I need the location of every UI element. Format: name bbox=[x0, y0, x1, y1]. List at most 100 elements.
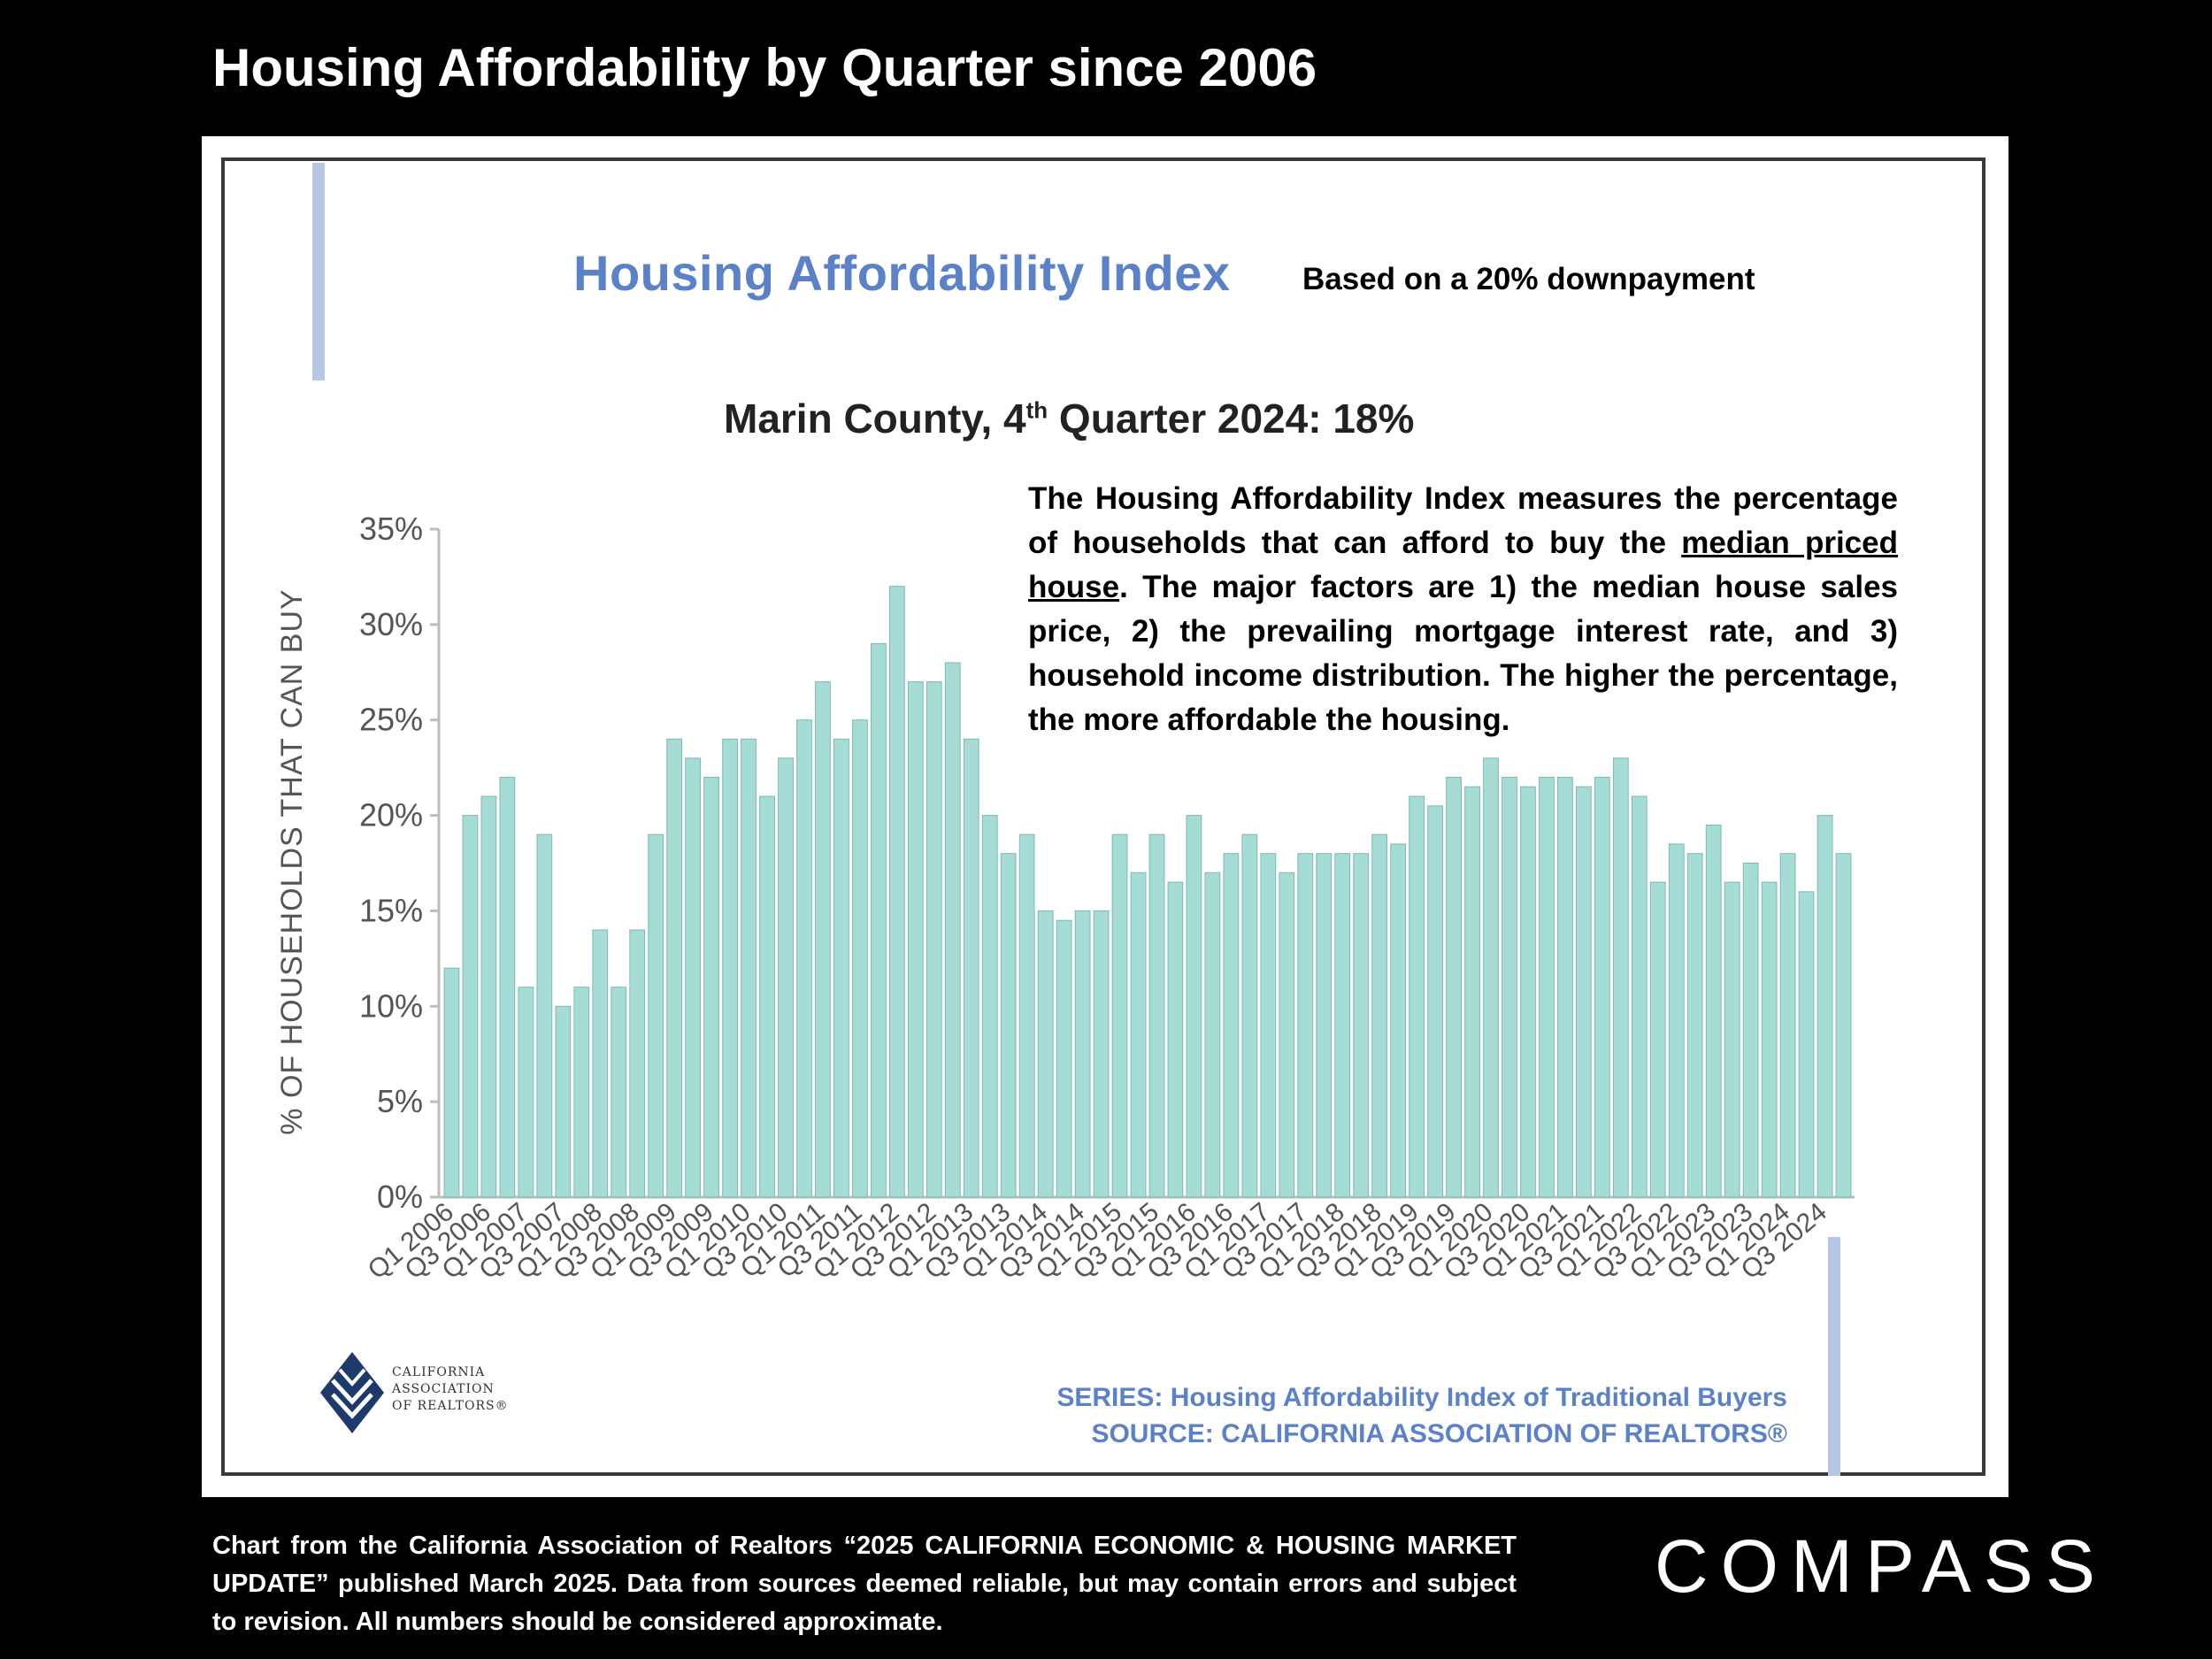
downpayment-note: Based on a 20% downpayment bbox=[1302, 262, 1755, 296]
logo-line-1: CALIFORNIA bbox=[392, 1365, 486, 1379]
bar-chart: 0% 5% 10% 15% 20% 25% 30% 35% % OF HOUSEHOLDS TH… bbox=[275, 511, 1855, 1285]
bar bbox=[536, 833, 553, 1198]
bar bbox=[1204, 872, 1221, 1198]
bar bbox=[1000, 853, 1017, 1198]
bar bbox=[778, 757, 794, 1198]
bar bbox=[1594, 776, 1610, 1198]
y-tick-label: 20% bbox=[359, 797, 423, 833]
accent-bar-top bbox=[312, 163, 325, 380]
bar bbox=[1167, 881, 1184, 1198]
bar bbox=[592, 929, 609, 1198]
bar bbox=[573, 987, 590, 1198]
bar bbox=[443, 967, 460, 1198]
subtitle-main: Marin County, 4 bbox=[724, 396, 1026, 442]
panel-frame bbox=[221, 157, 1985, 1476]
index-description: The Housing Affordability Index measures… bbox=[1028, 477, 1898, 742]
bar bbox=[1074, 910, 1091, 1198]
chart-panel: Housing Affordability Index Based on a 2… bbox=[202, 136, 2008, 1497]
bar bbox=[1520, 786, 1536, 1198]
description-part-1: The Housing Affordability Index measures… bbox=[1028, 481, 1898, 560]
bar bbox=[1037, 910, 1054, 1198]
bar bbox=[1018, 833, 1035, 1198]
bar bbox=[480, 795, 497, 1198]
bar bbox=[722, 738, 738, 1198]
description-part-2: . The major factors are 1) the median ho… bbox=[1028, 570, 1898, 737]
bar bbox=[1056, 919, 1072, 1198]
series-line: SERIES: Housing Affordability Index of T… bbox=[1056, 1383, 1787, 1412]
slide-title: Housing Affordability by Quarter since 2… bbox=[212, 38, 1317, 97]
subtitle-ordinal: th bbox=[1025, 396, 1048, 424]
compass-logo: COMPASS bbox=[1655, 1525, 2108, 1608]
bar bbox=[888, 586, 905, 1198]
y-tick-label: 35% bbox=[359, 511, 423, 547]
bar bbox=[1483, 757, 1499, 1198]
bar bbox=[1371, 833, 1388, 1198]
bar bbox=[462, 815, 479, 1198]
bar bbox=[759, 795, 775, 1198]
bar bbox=[852, 719, 868, 1198]
y-tick-label: 30% bbox=[359, 606, 423, 642]
y-tick-label: 15% bbox=[359, 892, 423, 928]
bar bbox=[981, 815, 998, 1198]
bar bbox=[1316, 853, 1333, 1198]
bar bbox=[1686, 853, 1703, 1198]
bar bbox=[1539, 776, 1555, 1198]
y-tick-label: 25% bbox=[359, 702, 423, 738]
bar bbox=[1649, 881, 1666, 1198]
bar bbox=[1668, 843, 1685, 1198]
car-logo-icon bbox=[320, 1352, 384, 1433]
bar bbox=[1742, 863, 1759, 1198]
bar bbox=[1297, 853, 1314, 1198]
bar bbox=[1446, 776, 1462, 1198]
bar bbox=[1779, 853, 1796, 1198]
bar bbox=[1835, 853, 1852, 1198]
bar bbox=[555, 1005, 572, 1198]
bar bbox=[1279, 872, 1295, 1198]
bar bbox=[815, 681, 831, 1198]
subtitle-rest: Quarter 2024: 18% bbox=[1048, 396, 1415, 442]
bar bbox=[1223, 853, 1240, 1198]
bar bbox=[685, 757, 702, 1198]
chart-subtitle: Marin County, 4th Quarter 2024: 18% bbox=[724, 395, 1414, 442]
bar bbox=[1575, 786, 1592, 1198]
y-tick-label: 5% bbox=[377, 1083, 423, 1119]
bar bbox=[1334, 853, 1351, 1198]
bar bbox=[1557, 776, 1573, 1198]
bar bbox=[833, 738, 849, 1198]
bar bbox=[611, 987, 627, 1198]
bar bbox=[944, 662, 961, 1198]
bar bbox=[1798, 891, 1815, 1198]
bar bbox=[1148, 833, 1165, 1198]
bar bbox=[1631, 795, 1647, 1198]
bar bbox=[518, 987, 534, 1198]
bar bbox=[963, 738, 979, 1198]
bar bbox=[499, 776, 516, 1198]
bar bbox=[870, 642, 887, 1198]
bar bbox=[1612, 757, 1629, 1198]
bar bbox=[907, 681, 924, 1198]
logo-line-3: OF REALTORS® bbox=[392, 1399, 509, 1413]
bar bbox=[1111, 833, 1128, 1198]
bar bbox=[1130, 872, 1147, 1198]
median-priced-house-text: median priced house bbox=[1028, 526, 1898, 604]
bar bbox=[926, 681, 942, 1198]
bar bbox=[648, 833, 664, 1198]
bar bbox=[1409, 795, 1425, 1198]
series-source-block: SERIES: Housing Affordability Index of T… bbox=[1056, 1379, 1787, 1452]
bar bbox=[796, 719, 812, 1198]
bar bbox=[1260, 853, 1277, 1198]
car-logo-text: CALIFORNIA ASSOCIATION OF REALTORS® bbox=[392, 1364, 509, 1415]
bar bbox=[1186, 815, 1202, 1198]
bar bbox=[741, 738, 757, 1198]
y-tick-label: 10% bbox=[359, 987, 423, 1024]
bar bbox=[1427, 805, 1443, 1198]
source-line: SOURCE: CALIFORNIA ASSOCIATION OF REALTO… bbox=[1091, 1419, 1787, 1448]
bar bbox=[1502, 776, 1517, 1198]
index-heading: Housing Affordability Index bbox=[573, 245, 1231, 301]
bar bbox=[1705, 824, 1722, 1198]
accent-bar-bottom bbox=[1828, 1237, 1840, 1476]
y-tick-label: 0% bbox=[377, 1179, 423, 1215]
bar bbox=[1724, 881, 1740, 1198]
bar bbox=[1816, 815, 1833, 1198]
bar bbox=[1390, 843, 1407, 1198]
